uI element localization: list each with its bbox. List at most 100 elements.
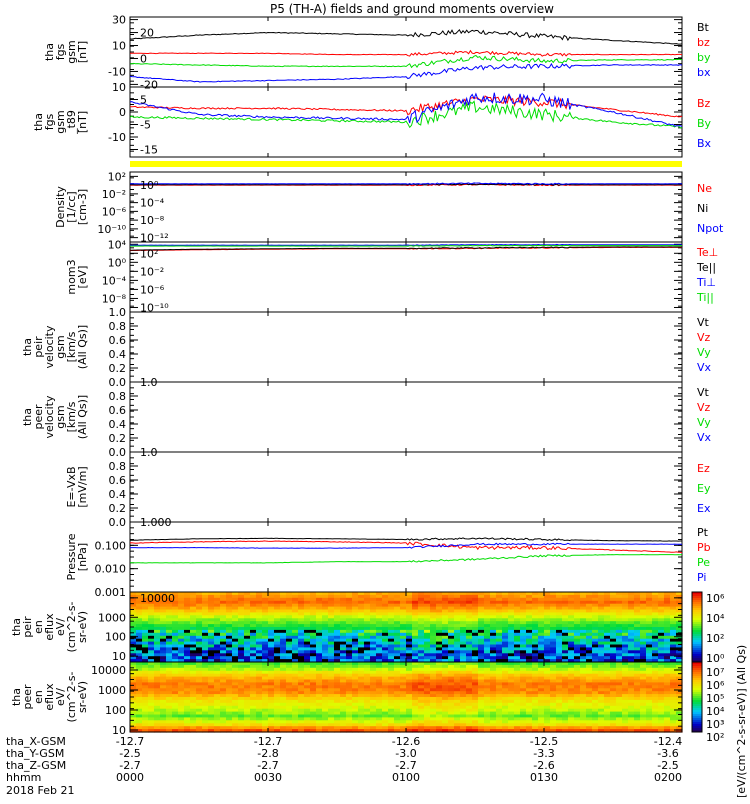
- spectrogram-cell: [322, 615, 329, 619]
- spectrogram-cell: [214, 720, 221, 724]
- spectrogram-cell: [526, 720, 533, 724]
- spectrogram-cell: [238, 633, 245, 637]
- spectrogram-cell: [316, 598, 323, 602]
- spectrogram-cell: [286, 720, 293, 724]
- y-tick-label: 100: [105, 631, 126, 644]
- spectrogram-cell: [502, 615, 509, 619]
- spectrogram: [130, 592, 683, 663]
- panel-pressure: Pressure[nPa]PtPbPePi1.0000.1000.0100.00…: [65, 516, 711, 599]
- spectrogram-cell: [316, 633, 323, 637]
- spectrogram-cell: [406, 650, 413, 654]
- spectrogram-cell: [490, 685, 497, 689]
- spectrogram-cell: [628, 668, 635, 672]
- spectrogram-cell: [376, 703, 383, 707]
- spectrogram-cell: [502, 598, 509, 602]
- spectrogram-cell: [514, 685, 521, 689]
- legend-Ni: Ni: [697, 202, 708, 215]
- spectrogram-cell: [586, 703, 593, 707]
- spectrogram-cell: [274, 685, 281, 689]
- y-tick-label: 5: [140, 94, 147, 107]
- spectrogram-cell: [148, 633, 155, 637]
- spectrogram-cell: [154, 703, 161, 707]
- spectrogram-cell: [436, 668, 443, 672]
- spectrogram-cell: [652, 615, 659, 619]
- spectrogram-cell: [202, 720, 209, 724]
- y-tick-label: -10: [108, 131, 126, 144]
- spectrogram-cell: [394, 703, 401, 707]
- spectrogram-cell: [562, 703, 569, 707]
- spectrogram-cell: [658, 720, 665, 724]
- spectrogram-cell: [178, 633, 185, 637]
- spectrogram-cell: [250, 703, 257, 707]
- spectrogram-cell: [208, 703, 215, 707]
- spectrogram-cell: [538, 615, 545, 619]
- spectrogram-cell: [196, 720, 203, 724]
- spectrogram-cell: [184, 633, 191, 637]
- spectrogram-cell: [340, 615, 347, 619]
- spectrogram-cell: [442, 685, 449, 689]
- spectrogram-cell: [208, 650, 215, 654]
- colorbar-segment: [692, 638, 702, 640]
- spectrogram-cell: [196, 615, 203, 619]
- spectrogram-cell: [490, 703, 497, 707]
- spectrogram-cell: [328, 633, 335, 637]
- spectrogram-cell: [508, 720, 515, 724]
- spectrogram-cell: [370, 685, 377, 689]
- spectrogram-cell: [166, 615, 173, 619]
- spectrogram-cell: [628, 598, 635, 602]
- y-tick-label: -10: [108, 65, 126, 78]
- spectrogram-cell: [178, 668, 185, 672]
- spectrogram-cell: [352, 598, 359, 602]
- y-tick-label: 0.2: [109, 432, 127, 445]
- spectrogram-cell: [358, 633, 365, 637]
- spectrogram-cell: [142, 720, 149, 724]
- y-axis-label-line: (All Qs)]: [76, 395, 89, 439]
- y-tick-label: 0.001: [95, 586, 127, 599]
- spectrogram-cell: [214, 598, 221, 602]
- spectrogram-cell: [466, 633, 473, 637]
- y-tick-label: 20: [140, 27, 154, 40]
- spectrogram-cell: [598, 685, 605, 689]
- spectrogram-cell: [520, 668, 527, 672]
- spectrogram-cell: [400, 685, 407, 689]
- spectrogram-cell: [148, 668, 155, 672]
- spectrogram-cell: [424, 668, 431, 672]
- spectrogram-cell: [376, 598, 383, 602]
- spectrogram-cell: [244, 720, 251, 724]
- spectrogram-cell: [286, 615, 293, 619]
- spectrogram-cell: [556, 703, 563, 707]
- spectrogram-cell: [466, 598, 473, 602]
- y-tick-label: -15: [140, 144, 158, 157]
- spectrogram-cell: [442, 633, 449, 637]
- colorbar-segment: [692, 640, 702, 642]
- spectrogram-cell: [388, 615, 395, 619]
- legend-Vx: Vx: [697, 431, 712, 444]
- spectrogram-cell: [184, 650, 191, 654]
- spectrogram-cell: [214, 703, 221, 707]
- spectrogram-cell: [460, 650, 467, 654]
- spectrogram-cell: [418, 633, 425, 637]
- legend-By: By: [697, 117, 712, 130]
- y-tick-label: 10⁻⁸: [102, 292, 127, 305]
- spectrogram-cell: [142, 703, 149, 707]
- y-tick-label: -20: [140, 78, 158, 91]
- spectrogram-cell: [232, 703, 239, 707]
- series-line-By: [130, 101, 682, 127]
- spectrogram-cell: [214, 685, 221, 689]
- y-tick-label: 0.0: [109, 446, 127, 459]
- series-line-Pe: [130, 555, 682, 564]
- spectrogram-cell: [148, 685, 155, 689]
- spectrogram-cell: [598, 703, 605, 707]
- legend-bz: bz: [697, 36, 710, 49]
- y-tick-label: 0.4: [109, 418, 127, 431]
- spectrogram-cell: [244, 685, 251, 689]
- spectrogram-cell: [616, 668, 623, 672]
- spectrogram-cell: [136, 650, 143, 654]
- spectrogram-cell: [400, 615, 407, 619]
- spectrogram-cell: [598, 720, 605, 724]
- spectrogram-cell: [454, 720, 461, 724]
- spectrogram-cell: [376, 615, 383, 619]
- spectrogram-cell: [418, 650, 425, 654]
- spectrogram-cell: [310, 615, 317, 619]
- y-tick-label: 1.0: [109, 306, 127, 319]
